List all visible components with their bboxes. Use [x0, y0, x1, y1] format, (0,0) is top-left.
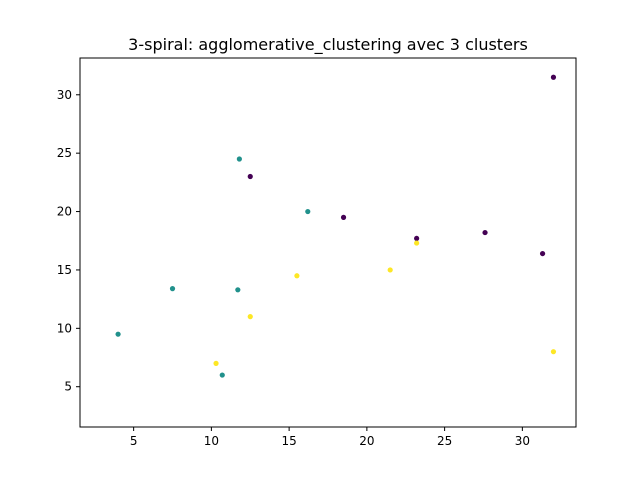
data-point	[414, 240, 420, 246]
data-point	[247, 314, 253, 320]
data-point	[236, 156, 242, 162]
y-tick-label: 25	[57, 146, 72, 160]
data-point	[169, 286, 176, 292]
data-point	[213, 360, 219, 366]
data-point	[550, 74, 557, 80]
data-point	[247, 173, 253, 180]
x-tick-label: 10	[204, 434, 219, 448]
y-tick-label: 30	[57, 88, 72, 102]
y-tick-label: 15	[57, 263, 72, 277]
y-tick-label: 10	[57, 321, 72, 335]
data-point	[550, 349, 557, 355]
x-tick-label: 30	[515, 434, 530, 448]
data-point	[387, 267, 393, 273]
data-point	[482, 229, 488, 236]
points-layer	[115, 74, 557, 378]
y-tick-label: 5	[64, 380, 72, 394]
data-point	[115, 331, 121, 337]
data-point	[305, 208, 311, 215]
x-tick-label: 20	[359, 434, 374, 448]
chart-title: 3-spiral: agglomerative_clustering avec …	[128, 35, 528, 55]
y-axis: 5 10 15 20 25 30	[57, 88, 80, 394]
x-tick-label: 25	[437, 434, 452, 448]
plot-area-frame	[79, 57, 577, 428]
data-point	[219, 372, 225, 378]
data-point	[235, 287, 241, 293]
y-tick-label: 20	[57, 205, 72, 219]
data-point	[539, 250, 546, 257]
data-point	[414, 235, 420, 242]
x-tick-label: 5	[130, 434, 138, 448]
x-tick-label: 15	[281, 434, 296, 448]
data-point	[294, 273, 300, 279]
x-axis: 5 10 15 20 25 30	[130, 427, 530, 448]
data-point	[340, 214, 347, 220]
